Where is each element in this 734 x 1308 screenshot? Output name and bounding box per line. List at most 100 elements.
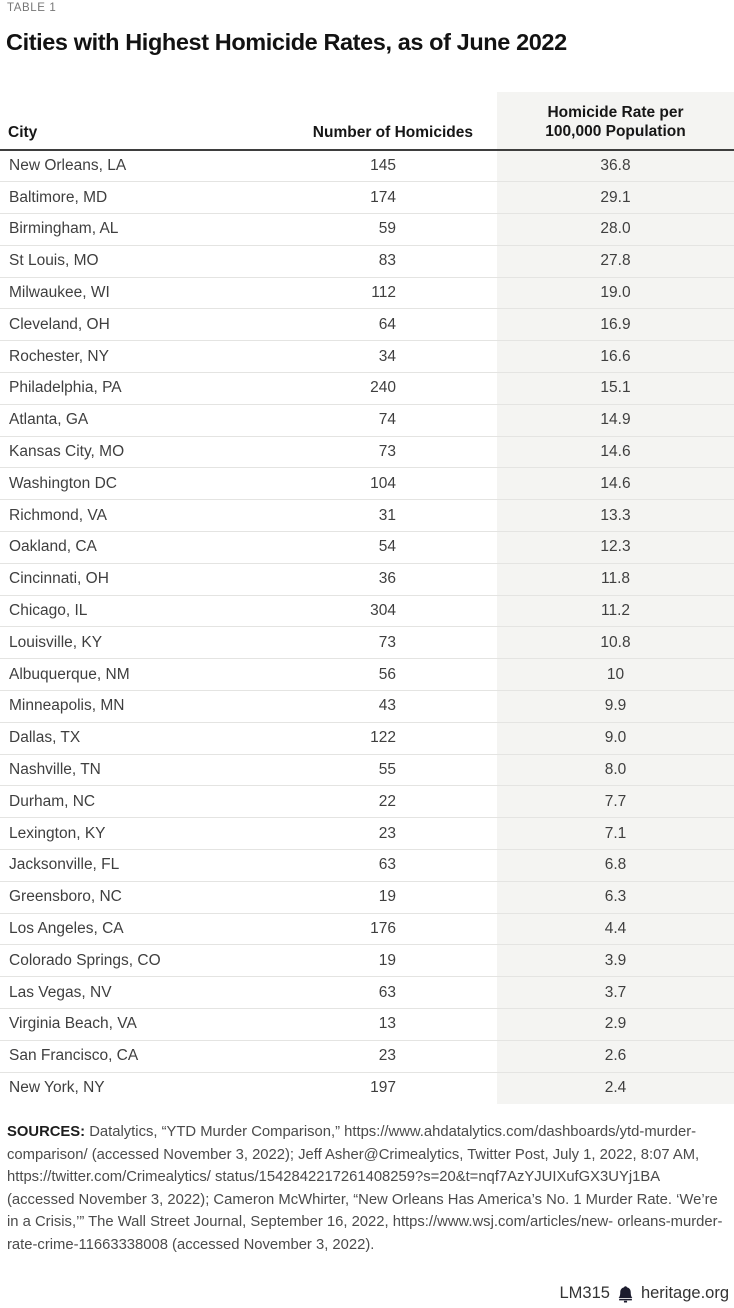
city-cell: New York, NY [9, 1079, 105, 1097]
city-cell: Las Vegas, NV [9, 983, 112, 1001]
city-cell: Virginia Beach, VA [9, 1015, 137, 1033]
homicides-cell: 55 [378, 761, 396, 779]
rate-cell: 11.2 [497, 595, 734, 627]
table-row: Birmingham, AL 59 28.0 [0, 213, 734, 246]
homicides-cell: 145 [370, 157, 396, 175]
homicides-cell: 59 [378, 220, 396, 238]
table-row: Baltimore, MD 174 29.1 [0, 181, 734, 214]
rate-cell: 14.6 [497, 436, 734, 468]
table-row: Dallas, TX 122 9.0 [0, 722, 734, 755]
table-row: Rochester, NY 34 16.6 [0, 340, 734, 373]
column-header-homicide-rate-line2: 100,000 Population [545, 123, 686, 140]
city-cell: Oakland, CA [9, 538, 97, 556]
city-cell: Washington DC [9, 474, 117, 492]
rate-cell: 29.1 [497, 181, 734, 214]
city-cell: Albuquerque, NM [9, 665, 130, 683]
city-cell: Jacksonville, FL [9, 856, 120, 874]
heritage-bell-icon [618, 1285, 633, 1302]
table-row: Lexington, KY 23 7.1 [0, 817, 734, 850]
table-row: Jacksonville, FL 63 6.8 [0, 849, 734, 882]
homicides-cell: 56 [378, 665, 396, 683]
rate-cell: 4.4 [497, 913, 734, 945]
homicides-cell: 64 [378, 315, 396, 333]
rate-cell: 10 [497, 658, 734, 691]
rate-cell: 13.3 [497, 499, 734, 532]
homicides-cell: 43 [378, 697, 396, 715]
city-cell: Birmingham, AL [9, 220, 119, 238]
homicides-cell: 83 [378, 252, 396, 270]
rate-cell: 8.0 [497, 754, 734, 786]
homicide-rates-table: City Number of Homicides Homicide Rate p… [0, 92, 734, 1104]
homicides-cell: 240 [370, 379, 396, 397]
homicides-cell: 54 [378, 538, 396, 556]
rate-cell: 27.8 [497, 245, 734, 278]
homicides-cell: 73 [378, 633, 396, 651]
table-row: Philadelphia, PA 240 15.1 [0, 372, 734, 405]
city-cell: Colorado Springs, CO [9, 951, 161, 969]
rate-cell: 12.3 [497, 531, 734, 564]
homicides-cell: 112 [371, 284, 396, 302]
homicides-cell: 197 [370, 1079, 396, 1097]
city-cell: Milwaukee, WI [9, 284, 110, 302]
table-row: Washington DC 104 14.6 [0, 467, 734, 500]
rate-cell: 3.9 [497, 944, 734, 977]
rate-cell: 14.9 [497, 404, 734, 437]
table-row: Virginia Beach, VA 13 2.9 [0, 1008, 734, 1041]
rate-cell: 28.0 [497, 213, 734, 246]
homicides-cell: 63 [378, 983, 396, 1001]
homicides-cell: 63 [378, 856, 396, 874]
rate-cell: 7.1 [497, 817, 734, 850]
rate-cell: 6.3 [497, 881, 734, 914]
city-cell: Cleveland, OH [9, 315, 110, 333]
table-row: Milwaukee, WI 112 19.0 [0, 277, 734, 309]
sources-text: Datalytics, “YTD Murder Comparison,” htt… [7, 1124, 723, 1253]
rate-cell: 7.7 [497, 785, 734, 818]
rate-cell: 14.6 [497, 467, 734, 500]
table-body: New Orleans, LA 145 36.8 Baltimore, MD 174 29… [0, 150, 734, 1104]
table-row: Minneapolis, MN 43 9.9 [0, 690, 734, 723]
homicides-cell: 73 [378, 443, 396, 461]
homicides-cell: 122 [370, 729, 396, 747]
city-cell: Minneapolis, MN [9, 697, 125, 715]
page-footer: LM315 heritage.org [559, 1284, 729, 1303]
rate-cell: 16.6 [497, 340, 734, 373]
homicides-cell: 176 [370, 920, 396, 938]
city-cell: San Francisco, CA [9, 1047, 139, 1065]
table-row: New Orleans, LA 145 36.8 [0, 150, 734, 182]
city-cell: Nashville, TN [9, 761, 101, 779]
table-row: Atlanta, GA 74 14.9 [0, 404, 734, 437]
sources-label: SOURCES: [7, 1124, 86, 1140]
city-cell: Philadelphia, PA [9, 379, 122, 397]
table-row: New York, NY 197 2.4 [0, 1072, 734, 1104]
homicides-cell: 304 [370, 602, 396, 620]
column-header-homicide-rate: Homicide Rate per 100,000 Population [497, 92, 734, 150]
city-cell: Kansas City, MO [9, 443, 125, 461]
table-row: San Francisco, CA 23 2.6 [0, 1040, 734, 1073]
city-cell: Louisville, KY [9, 633, 103, 651]
homicides-cell: 19 [378, 951, 396, 969]
rate-cell: 2.6 [497, 1040, 734, 1073]
homicides-cell: 13 [378, 1015, 396, 1033]
rate-cell: 2.9 [497, 1008, 734, 1041]
city-cell: Los Angeles, CA [9, 920, 124, 938]
city-cell: Cincinnati, OH [9, 570, 109, 588]
table-header: City Number of Homicides Homicide Rate p… [0, 92, 734, 150]
rate-cell: 36.8 [497, 150, 734, 182]
rate-cell: 10.8 [497, 626, 734, 659]
city-cell: Lexington, KY [9, 824, 106, 842]
table-row: Greensboro, NC 19 6.3 [0, 881, 734, 914]
rate-cell: 2.4 [497, 1072, 734, 1104]
table-row: Chicago, IL 304 11.2 [0, 595, 734, 627]
city-cell: New Orleans, LA [9, 157, 127, 175]
rate-cell: 3.7 [497, 976, 734, 1009]
rate-cell: 6.8 [497, 849, 734, 882]
homicides-cell: 174 [370, 188, 396, 206]
table-row: Albuquerque, NM 56 10 [0, 658, 734, 691]
column-header-number-of-homicides: Number of Homicides [312, 124, 473, 141]
table-row: Durham, NC 22 7.7 [0, 785, 734, 818]
table-row: Cleveland, OH 64 16.9 [0, 308, 734, 341]
city-cell: Greensboro, NC [9, 888, 122, 906]
homicides-cell: 36 [378, 570, 396, 588]
table-row: Cincinnati, OH 36 11.8 [0, 563, 734, 596]
rate-cell: 9.9 [497, 690, 734, 723]
